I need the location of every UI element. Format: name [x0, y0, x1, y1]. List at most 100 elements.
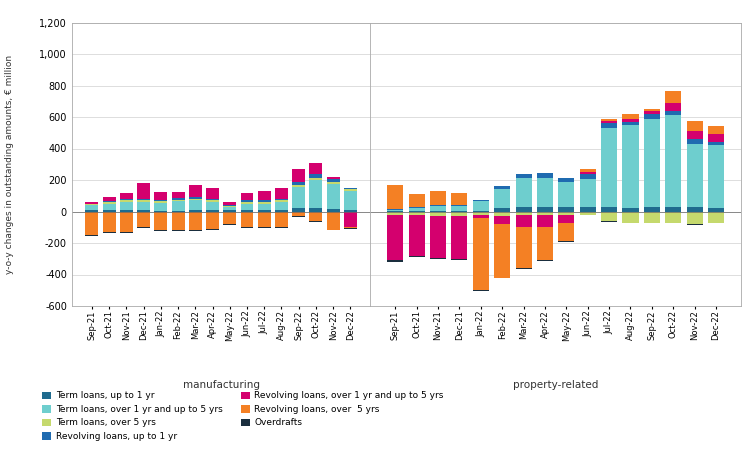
Bar [494, 278, 510, 279]
Bar [516, 227, 531, 268]
Bar [189, 199, 202, 201]
Bar [293, 182, 305, 185]
Bar [189, 210, 202, 212]
Bar [472, 290, 489, 291]
Bar [559, 241, 575, 242]
Bar [206, 229, 219, 230]
Bar [472, 201, 489, 211]
Bar [516, 174, 531, 179]
Bar [387, 212, 403, 215]
Bar [240, 212, 253, 227]
Bar [223, 207, 236, 210]
Bar [240, 227, 253, 228]
Bar [622, 122, 639, 125]
Bar [516, 207, 531, 211]
Bar [430, 206, 446, 211]
Bar [206, 201, 219, 202]
Bar [580, 215, 596, 216]
Bar [258, 212, 271, 227]
Bar [206, 199, 219, 201]
Bar [240, 201, 253, 202]
Bar [601, 118, 617, 121]
Bar [172, 230, 184, 231]
Bar [409, 215, 425, 256]
Bar [686, 139, 702, 144]
Bar [189, 212, 202, 230]
Bar [580, 179, 596, 207]
Bar [189, 197, 202, 199]
Bar [120, 201, 133, 202]
Bar [327, 209, 339, 211]
Bar [387, 260, 403, 262]
Bar [580, 169, 596, 172]
Bar [327, 184, 339, 209]
Bar [85, 205, 98, 210]
Bar [708, 134, 724, 142]
Bar [103, 201, 116, 202]
Bar [387, 184, 403, 209]
Bar [293, 169, 305, 181]
Bar [537, 212, 553, 215]
Bar [275, 210, 288, 212]
Bar [344, 189, 357, 191]
Bar [686, 144, 702, 207]
Bar [665, 91, 681, 103]
Bar [275, 227, 288, 228]
Bar [472, 212, 489, 215]
Bar [154, 201, 167, 203]
Bar [644, 207, 660, 211]
Bar [601, 121, 617, 123]
Bar [137, 183, 150, 199]
Bar [708, 208, 724, 212]
Bar [451, 259, 467, 260]
Bar [537, 260, 553, 261]
Bar [387, 209, 403, 210]
Bar [154, 212, 167, 230]
Bar [120, 202, 133, 210]
Bar [327, 181, 339, 184]
Bar [451, 205, 467, 206]
Bar [451, 212, 467, 216]
Bar [103, 210, 116, 212]
Bar [622, 119, 639, 122]
Bar [189, 184, 202, 197]
Bar [344, 188, 357, 189]
Bar [137, 212, 150, 227]
Bar [103, 232, 116, 233]
Bar [293, 187, 305, 207]
Bar [387, 211, 403, 212]
Bar [430, 191, 446, 205]
Bar [172, 212, 184, 230]
Bar [172, 201, 184, 211]
Bar [154, 211, 167, 212]
Bar [309, 174, 322, 178]
Bar [451, 216, 467, 259]
Bar [137, 201, 150, 202]
Bar [387, 210, 403, 211]
Bar [309, 212, 322, 221]
Bar [409, 212, 425, 215]
Bar [154, 200, 167, 201]
Bar [686, 121, 702, 131]
Bar [537, 227, 553, 260]
Bar [172, 198, 184, 200]
Bar [240, 202, 253, 203]
Bar [258, 210, 271, 212]
Bar [451, 206, 467, 211]
Bar [516, 215, 531, 227]
Bar [665, 103, 681, 111]
Bar [559, 215, 575, 223]
Bar [559, 212, 575, 215]
Bar [387, 215, 403, 260]
Bar [344, 191, 357, 210]
Bar [275, 201, 288, 202]
Bar [537, 173, 553, 178]
X-axis label: property-related: property-related [513, 380, 598, 390]
Bar [708, 142, 724, 145]
Bar [344, 228, 357, 229]
Bar [154, 203, 167, 211]
Legend: Term loans, up to 1 yr, Term loans, over 1 yr and up to 5 yrs, Term loans, over : Term loans, up to 1 yr, Term loans, over… [42, 392, 444, 441]
Bar [601, 123, 617, 128]
Bar [309, 180, 322, 207]
Bar [409, 211, 425, 212]
